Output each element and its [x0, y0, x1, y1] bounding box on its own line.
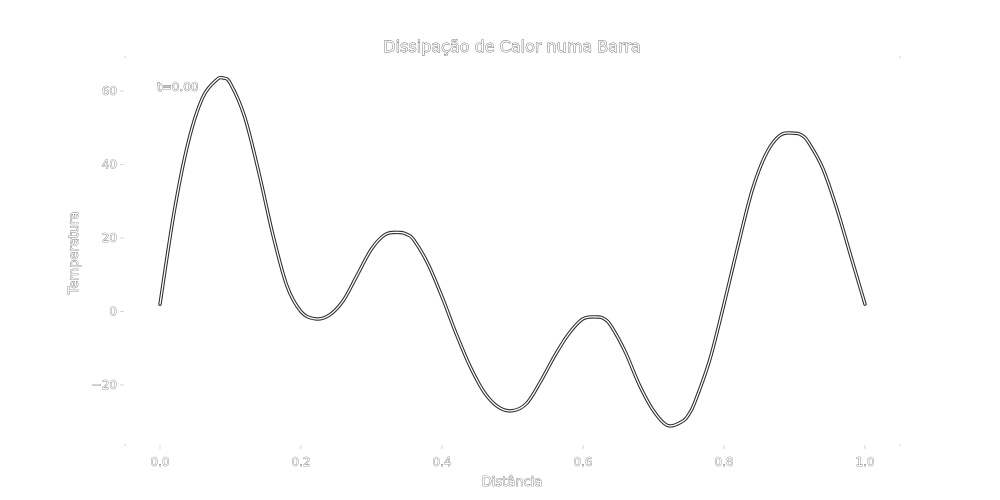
y-tick-label: 60 [102, 84, 117, 98]
x-tick-label: 0.2 [291, 455, 310, 469]
axes-corner-dot [124, 444, 126, 446]
y-tick-label: −20 [92, 378, 117, 392]
y-axis-ticks: 60 40 20 0 −20 [91, 84, 124, 392]
x-axis-label: Distância [482, 475, 542, 490]
x-tick-label: 0.4 [432, 455, 451, 469]
axes-corner-dot [899, 444, 901, 446]
x-axis-ticks: 0.0 0.2 0.4 0.6 0.8 1.0 [150, 445, 875, 469]
y-tick-label: 0 [109, 305, 117, 319]
chart-title: Dissipação de Calor numa Barra [383, 37, 641, 56]
time-annotation: t=0.00 [157, 80, 198, 94]
x-tick-label: 0.6 [573, 455, 592, 469]
x-tick-label: 1.0 [855, 455, 874, 469]
y-tick-label: 40 [102, 158, 117, 172]
temperature-line-outline [158, 75, 867, 428]
x-tick-label: 0.8 [714, 455, 733, 469]
axes-corner-dot [899, 56, 901, 58]
temperature-line [159, 76, 866, 427]
series-layer [158, 75, 867, 428]
axes-corner-markers [124, 56, 901, 446]
x-tick-label: 0.0 [150, 455, 169, 469]
y-axis-label: Temperatura [67, 212, 82, 296]
y-tick-label: 20 [102, 231, 117, 245]
axes-corner-dot [124, 56, 126, 58]
